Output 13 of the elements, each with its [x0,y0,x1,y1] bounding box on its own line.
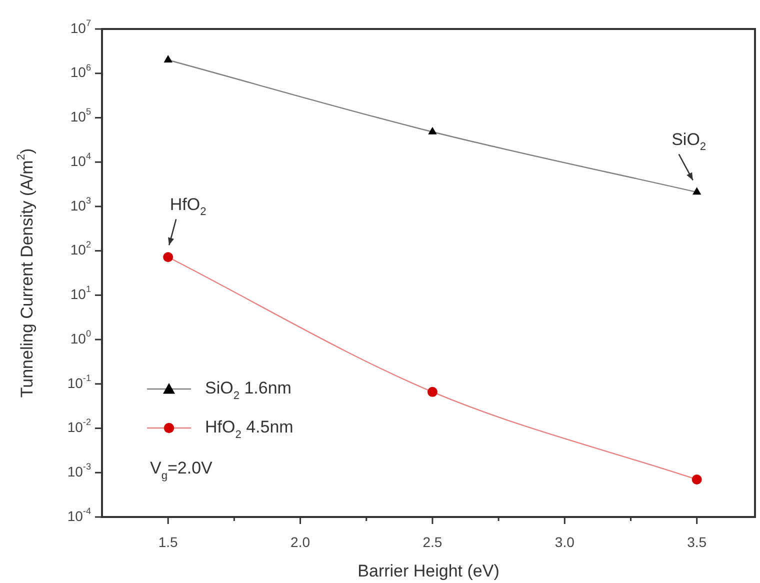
point [163,252,174,262]
point [164,55,172,63]
point [427,386,438,397]
point [428,126,437,134]
x-tick-label: 2.0 [290,534,310,550]
point [692,474,702,485]
x-axis-title: Barrier Height (eV) [358,562,500,581]
point [692,187,702,195]
x-tick-label: 1.5 [158,534,178,550]
x-tick-label: 3.0 [554,534,575,550]
x-tick-label: 3.5 [687,534,707,550]
x-tick-label: 2.5 [422,534,442,550]
y-axis-title: Tunneling Current Density (A/m2) [15,148,37,398]
